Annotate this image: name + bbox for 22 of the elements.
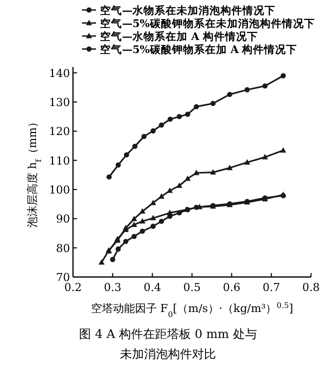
text: 未加消泡构件对比 (120, 347, 216, 361)
y-tick-label: 130 (49, 96, 70, 109)
x-tick-label: 0.7 (262, 281, 280, 294)
y-tick-label: 120 (49, 125, 70, 138)
x-tick-label: 0.5 (183, 281, 201, 294)
y-tick-label: 140 (49, 66, 70, 80)
y-tick-label: 80 (56, 242, 70, 255)
x-axis-title: 空塔动能因子 F$_{0}$[（m/s）·（kg/m³）$^{0.5}$] (90, 300, 294, 318)
x-tick-label: 0.4 (144, 281, 162, 294)
y-tick-label: 90 (56, 212, 70, 226)
y-tick-label: 100 (49, 184, 70, 196)
legend-label: 空气—水物系在加 A 构件情况下 (100, 30, 258, 43)
caption: 图 4 A 构件在距塔板 0 mm 处与 (79, 327, 257, 341)
x-tick-label: 0.3 (104, 281, 122, 294)
x-tick-label: 0.2 (64, 281, 82, 294)
y-tick-label: 70 (56, 271, 70, 284)
x-tick-label: 0.6 (222, 281, 240, 294)
legend-label: 空气—5%碳酸钾物系在未加消泡构件情况下 (100, 17, 315, 30)
legend-label: 空气—水物系在未加消泡构件情况下 (100, 4, 276, 17)
x-tick-label: 0.8 (302, 281, 320, 294)
legend-label: 空气—5%碳酸钾物系在加 A 构件情况下 (100, 43, 298, 56)
y-tick-label: 110 (49, 154, 70, 168)
